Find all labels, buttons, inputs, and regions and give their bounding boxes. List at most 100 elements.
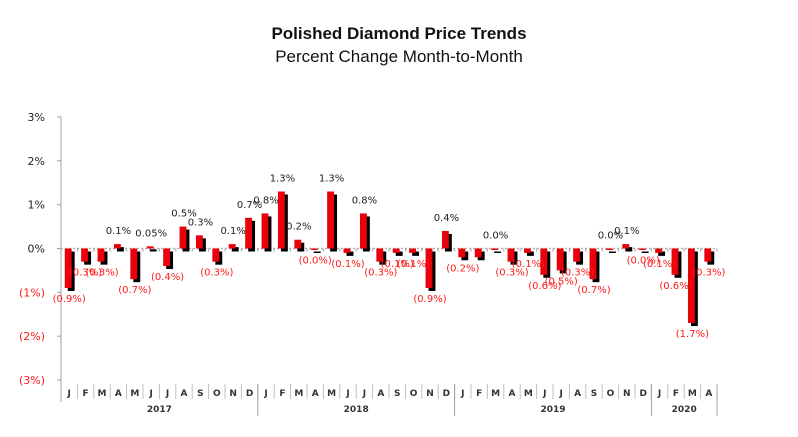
data-labels: (0.9%)(0.3%)(0.3%)0.1%(0.7%)0.05%(0.4%)0…	[53, 174, 726, 341]
data-label: 1.3%	[270, 174, 295, 185]
data-label: (0.2%)	[446, 263, 479, 274]
year-label: 2018	[344, 405, 369, 415]
data-label: 0.1%	[614, 226, 639, 237]
data-label: (0.3%)	[495, 268, 528, 279]
bar	[392, 248, 400, 253]
y-tick-label: 2%	[28, 155, 45, 168]
month-label: J	[362, 389, 366, 399]
bar	[573, 248, 581, 262]
bar	[605, 248, 613, 250]
data-label: 0.0%	[483, 231, 508, 242]
data-label: (0.6%)	[528, 281, 561, 292]
bar	[376, 248, 384, 262]
bar	[97, 248, 105, 262]
bar	[163, 248, 171, 267]
bar	[458, 248, 466, 258]
data-label: 0.0%	[598, 231, 623, 242]
bar	[622, 244, 630, 249]
month-label: D	[246, 389, 253, 399]
data-label: 0.1%	[106, 226, 131, 237]
month-label: F	[673, 389, 679, 399]
data-label: 0.2%	[286, 222, 311, 233]
data-label: (0.3%)	[692, 268, 725, 279]
bar-shadow	[313, 251, 321, 253]
month-label: J	[542, 389, 546, 399]
month-label: J	[345, 389, 349, 399]
month-label: M	[524, 389, 533, 399]
bar	[507, 248, 515, 262]
month-label: S	[591, 389, 597, 399]
month-label: M	[130, 389, 139, 399]
data-label: 0.8%	[352, 195, 377, 206]
bar-shadow	[116, 247, 124, 252]
bar	[277, 191, 285, 249]
bar-shadow	[395, 251, 403, 256]
data-label: (0.1%)	[643, 259, 676, 270]
bar	[81, 248, 89, 262]
month-label: N	[229, 389, 237, 399]
bar	[556, 248, 564, 271]
year-label: 2017	[147, 405, 172, 415]
data-label: (0.7%)	[118, 285, 151, 296]
month-label: A	[377, 389, 384, 399]
bar	[64, 248, 72, 288]
month-label: O	[213, 389, 221, 399]
data-label: (0.3%)	[561, 268, 594, 279]
month-label: N	[623, 389, 631, 399]
data-label: (1.7%)	[676, 329, 709, 340]
month-label: J	[165, 389, 169, 399]
month-label: O	[607, 389, 615, 399]
month-label: O	[410, 389, 418, 399]
month-label: A	[181, 389, 188, 399]
month-label: M	[98, 389, 107, 399]
month-label: M	[294, 389, 303, 399]
bar	[638, 248, 646, 250]
bar	[327, 191, 335, 249]
month-label: A	[574, 389, 581, 399]
bar	[425, 248, 433, 288]
y-tick-label: (3%)	[19, 374, 45, 387]
bar-shadow	[625, 247, 633, 252]
bar-shadow	[231, 247, 239, 252]
data-label: (0.3%)	[200, 268, 233, 279]
bar	[179, 226, 187, 249]
data-label: (0.0%)	[299, 255, 332, 266]
month-label: D	[639, 389, 646, 399]
month-label: D	[443, 389, 450, 399]
month-label: J	[263, 389, 267, 399]
month-label: N	[426, 389, 434, 399]
bar	[589, 248, 597, 280]
month-label: A	[115, 389, 122, 399]
y-tick-label: 1%	[28, 199, 45, 212]
data-label: (0.6%)	[659, 281, 692, 292]
bar	[261, 213, 269, 249]
bar	[343, 248, 351, 253]
bar-shadow	[494, 251, 502, 253]
bar	[523, 248, 531, 253]
month-label: M	[688, 389, 697, 399]
bars	[64, 191, 715, 327]
month-label: S	[394, 389, 400, 399]
bar	[474, 248, 482, 258]
y-tick-label: 0%	[28, 243, 45, 256]
data-label: (0.9%)	[413, 294, 446, 305]
month-label: M	[491, 389, 500, 399]
data-label: (0.9%)	[53, 294, 86, 305]
month-label: A	[705, 389, 712, 399]
bar	[359, 213, 367, 249]
bar	[195, 235, 203, 249]
month-label: A	[312, 389, 319, 399]
month-label: M	[327, 389, 336, 399]
data-label: 0.05%	[135, 228, 167, 239]
data-label: (0.1%)	[397, 259, 430, 270]
month-label: F	[83, 389, 89, 399]
data-label: (0.1%)	[381, 259, 414, 270]
data-label: (0.0%)	[627, 255, 660, 266]
data-label: 0.1%	[220, 226, 245, 237]
bar	[245, 217, 253, 249]
bar	[704, 248, 712, 262]
data-label: (0.3%)	[69, 268, 102, 279]
data-label: (0.1%)	[331, 259, 364, 270]
bar-shadow	[658, 251, 666, 256]
month-label: A	[509, 389, 516, 399]
